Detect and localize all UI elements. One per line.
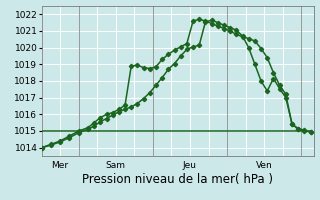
Text: Mer: Mer bbox=[52, 161, 69, 170]
Text: Ven: Ven bbox=[256, 161, 273, 170]
Text: Jeu: Jeu bbox=[183, 161, 197, 170]
Text: Sam: Sam bbox=[106, 161, 126, 170]
X-axis label: Pression niveau de la mer( hPa ): Pression niveau de la mer( hPa ) bbox=[82, 173, 273, 186]
